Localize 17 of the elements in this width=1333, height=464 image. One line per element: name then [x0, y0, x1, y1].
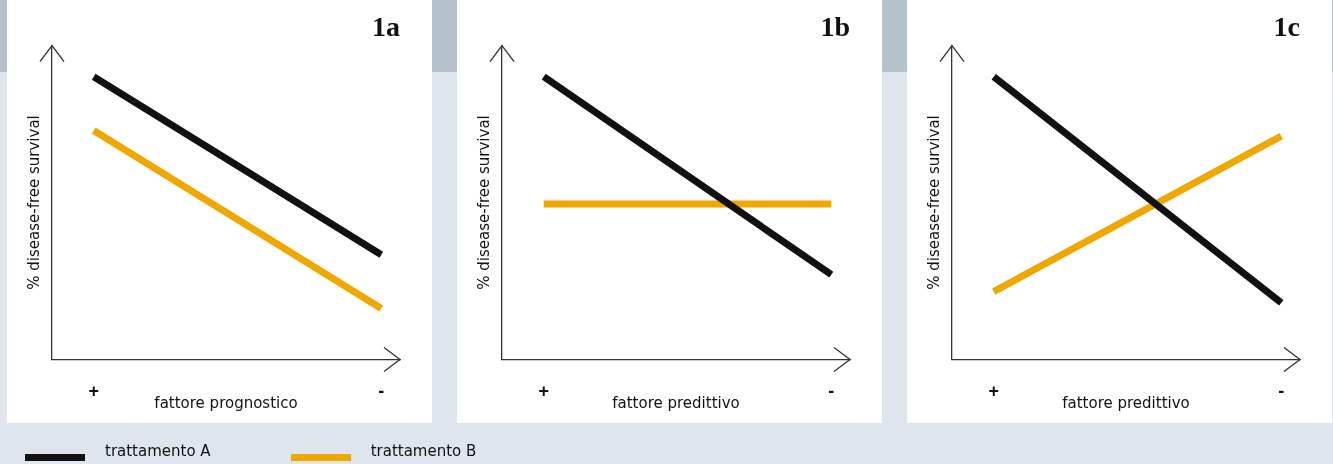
legend-label: trattamento A [105, 441, 211, 460]
x-axis-title: fattore prognostico [154, 393, 298, 412]
y-axis-title: % disease-free survival [924, 115, 943, 290]
x-axis-title: fattore predittivo [1062, 393, 1190, 412]
x-tick-label: + [988, 381, 999, 402]
x-tick-label: - [828, 381, 835, 402]
chart-title: 1a [372, 11, 400, 43]
x-tick-label: + [88, 381, 99, 402]
chart-title: 1c [1273, 11, 1300, 43]
x-tick-label: - [1278, 381, 1285, 402]
chart-title: 1b [820, 11, 850, 43]
legend-label: trattamento B [370, 441, 477, 460]
y-axis-title: % disease-free survival [24, 115, 43, 290]
x-tick-label: - [378, 381, 385, 402]
x-axis-title: fattore predittivo [612, 393, 740, 412]
y-axis-title: % disease-free survival [474, 115, 493, 290]
x-tick-label: + [538, 381, 549, 402]
